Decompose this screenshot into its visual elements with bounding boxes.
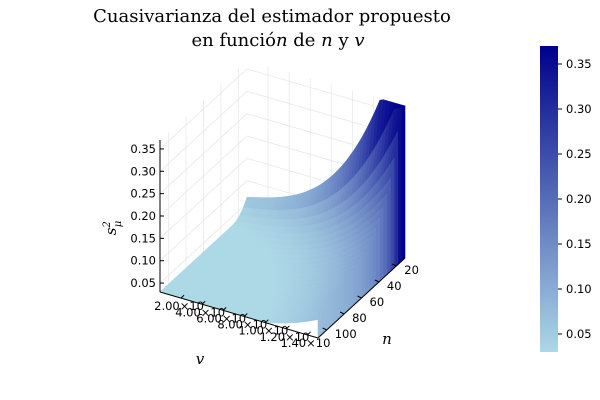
surface-wall <box>397 109 402 266</box>
surface-wall <box>328 300 333 329</box>
z-axis-label: s2μ <box>102 221 124 236</box>
x-tick-label: 4.00×10 <box>175 305 225 319</box>
surface-plot <box>159 99 406 339</box>
x-tick-label: 8.00×10 <box>217 318 267 332</box>
surface-wall <box>401 105 406 263</box>
x-tick-label: 1.40×10 <box>281 336 331 350</box>
z-tick-label: 0.30 <box>130 164 156 178</box>
colorbar: 0.05 0.10 0.15 0.20 0.25 0.30 0.35 <box>540 46 592 352</box>
surface-wall <box>335 290 341 323</box>
colorbar-gradient <box>540 46 558 352</box>
y-tick-mark <box>339 311 345 315</box>
z-tick-label: 0.05 <box>130 276 156 290</box>
y-tick-mark <box>392 263 397 267</box>
surface-wall <box>353 263 359 306</box>
surface-wall <box>364 243 370 296</box>
y-tick-label: 60 <box>370 295 385 309</box>
y-tick-mark <box>374 279 380 283</box>
z-tick-label: 0.10 <box>130 254 156 268</box>
surface-wall <box>324 305 330 333</box>
surface-wall <box>390 157 395 273</box>
surface-wall <box>343 280 348 316</box>
x-tick-label: 2.00×10 <box>154 299 204 313</box>
x-tick-mark <box>222 307 227 311</box>
surface-wall <box>357 256 362 303</box>
x-axis-line <box>159 291 319 339</box>
z-tick-label: 0.15 <box>130 231 156 245</box>
surface-wall <box>379 206 384 283</box>
colorbar-tick-label: 0.10 <box>566 282 592 296</box>
colorbar-tick-label: 0.15 <box>566 237 592 251</box>
y-tick-label: 20 <box>404 263 419 277</box>
chart-title-line1: Cuasivarianza del estimador propuesto <box>93 6 451 27</box>
colorbar-tick-label: 0.25 <box>566 147 592 161</box>
chart-title-line2: en función de n y v <box>191 30 364 51</box>
y-tick-label: 40 <box>387 279 402 293</box>
surface-wall <box>321 309 326 336</box>
x-tick-mark <box>307 331 311 336</box>
surface-wall <box>346 274 351 313</box>
y-tick-mark <box>357 295 362 299</box>
colorbar-tick-label: 0.30 <box>566 102 592 116</box>
y-tick-mark <box>322 327 327 331</box>
x-tick-mark <box>243 313 248 317</box>
x-tick-mark <box>264 319 269 324</box>
colorbar-tick-label: 0.20 <box>566 192 592 206</box>
x-axis-label: v <box>196 350 205 368</box>
surface-wall <box>350 269 355 309</box>
surface-wall <box>386 177 391 276</box>
z-tick-label: 0.25 <box>130 187 156 201</box>
colorbar-tick-label: 0.35 <box>566 57 592 71</box>
surface-wall <box>332 295 337 326</box>
x-tick-label: 1.00×10 <box>238 324 288 338</box>
x-tick-label: 6.00×10 <box>196 311 246 325</box>
surface-wall <box>375 217 380 286</box>
z-tick-label: 0.35 <box>130 142 156 156</box>
x-tick-mark <box>286 325 290 330</box>
surface-wall <box>372 227 377 289</box>
x-tick-mark <box>201 300 206 305</box>
svg-text:s2μ: s2μ <box>102 221 124 236</box>
z-tick-label: 0.20 <box>130 209 156 223</box>
x-tick-label: 1.20×10 <box>259 330 309 344</box>
y-tick-label: 100 <box>335 327 357 341</box>
z-tick-labels: 0.05 0.10 0.15 0.20 0.25 0.30 0.35 <box>130 142 164 290</box>
surface-wall <box>382 193 388 279</box>
y-tick-label: 80 <box>352 311 367 325</box>
x-tick-labels: 2.00×104.00×106.00×108.00×101.00×101.20×… <box>154 294 331 350</box>
colorbar-tick-label: 0.05 <box>566 327 592 341</box>
surface-wall <box>361 250 366 299</box>
surface-wall <box>368 235 373 293</box>
colorbar-tick-labels: 0.05 0.10 0.15 0.20 0.25 0.30 0.35 <box>558 57 592 341</box>
x-tick-mark <box>180 294 185 299</box>
y-axis-label: n <box>382 330 392 348</box>
